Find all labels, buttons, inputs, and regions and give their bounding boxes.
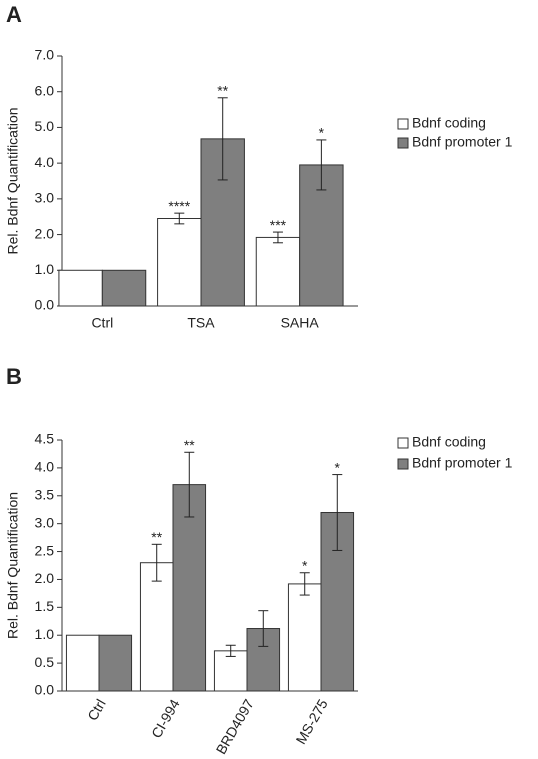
- bar: [287, 583, 322, 692]
- x-tick-label: Ctrl: [91, 315, 113, 331]
- y-tick-label: 3.5: [35, 486, 55, 502]
- bar: [157, 218, 202, 307]
- bar: [139, 562, 174, 692]
- significance-label: ****: [168, 198, 190, 214]
- legend-label: Bdnf coding: [412, 115, 486, 131]
- bar: [58, 269, 103, 307]
- y-tick-label: 7.0: [35, 47, 55, 63]
- bar: [255, 236, 301, 307]
- significance-label: *: [302, 557, 308, 573]
- legend-swatch: [397, 118, 409, 130]
- bar: [65, 634, 100, 692]
- y-axis-label: Rel. Bdnf Quantification: [5, 492, 21, 639]
- panel-label: B: [6, 364, 22, 389]
- y-tick-label: 3.0: [35, 190, 55, 206]
- y-tick-label: 6.0: [35, 82, 55, 98]
- significance-label: **: [151, 529, 162, 545]
- significance-label: *: [319, 125, 325, 141]
- significance-label: **: [184, 437, 195, 453]
- y-tick-label: 1.5: [35, 598, 55, 614]
- legend-swatch: [397, 437, 409, 449]
- y-axis-label: Rel. Bdnf Quantification: [5, 107, 21, 254]
- x-tick-label: CI-994: [148, 696, 183, 741]
- significance-label: ***: [270, 217, 287, 233]
- significance-label: **: [217, 82, 228, 98]
- x-tick-label: MS-275: [292, 696, 330, 747]
- legend-label: Bdnf promoter 1: [412, 134, 513, 150]
- legend-label: Bdnf promoter 1: [412, 455, 513, 471]
- y-tick-label: 4.5: [35, 431, 55, 447]
- y-tick-label: 3.0: [35, 514, 55, 530]
- bar: [172, 484, 207, 692]
- x-tick-label: TSA: [187, 315, 215, 331]
- y-tick-label: 0.5: [35, 654, 55, 670]
- legend-swatch: [397, 458, 409, 470]
- y-tick-label: 4.0: [35, 459, 55, 475]
- bar: [213, 650, 248, 692]
- y-tick-label: 0.0: [35, 682, 55, 698]
- x-tick-label: BRD4097: [213, 696, 257, 757]
- y-tick-label: 2.5: [35, 542, 55, 558]
- y-tick-label: 2.0: [35, 225, 55, 241]
- significance-label: *: [335, 459, 341, 475]
- x-tick-label: SAHA: [281, 315, 320, 331]
- x-tick-label: Ctrl: [84, 696, 109, 723]
- y-tick-label: 5.0: [35, 118, 55, 134]
- y-tick-label: 2.0: [35, 570, 55, 586]
- y-tick-label: 4.0: [35, 154, 55, 170]
- bar: [98, 634, 133, 692]
- bar: [101, 269, 147, 307]
- y-tick-label: 0.0: [35, 297, 55, 313]
- y-tick-label: 1.0: [35, 261, 55, 277]
- y-tick-label: 1.0: [35, 626, 55, 642]
- panel-label: A: [6, 2, 22, 27]
- legend-swatch: [397, 137, 409, 149]
- legend-label: Bdnf coding: [412, 434, 486, 450]
